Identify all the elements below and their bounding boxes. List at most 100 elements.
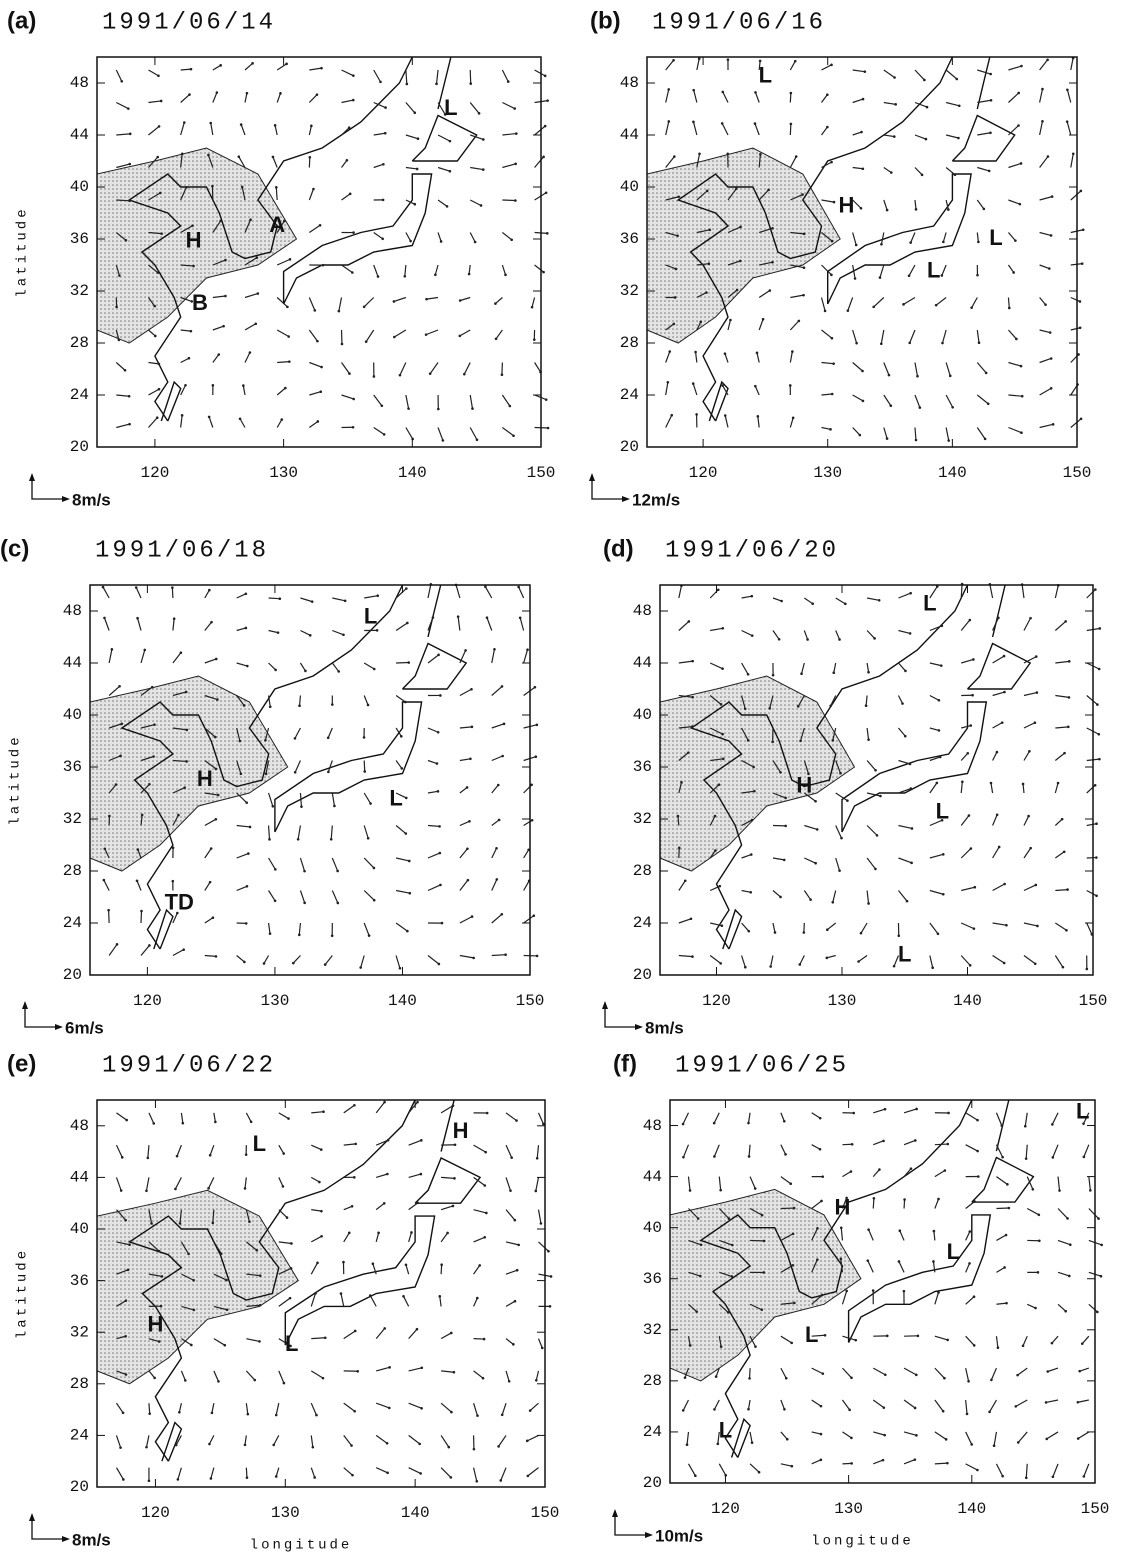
wind-vector-head bbox=[982, 207, 986, 211]
wind-vector-head bbox=[913, 1458, 917, 1461]
wind-vector-head bbox=[721, 627, 725, 630]
wind-vector-head bbox=[115, 305, 118, 309]
pressure-center-label: L bbox=[898, 941, 911, 966]
wind-vector-head bbox=[1064, 620, 1067, 623]
wind-vector-head bbox=[211, 916, 215, 920]
wind-vector bbox=[1017, 1367, 1028, 1376]
y-tick-label: 40 bbox=[620, 178, 639, 196]
wind-vector bbox=[914, 427, 917, 441]
y-tick-label: 28 bbox=[63, 862, 82, 880]
wind-vector bbox=[992, 883, 1005, 892]
wind-vector-head bbox=[1018, 202, 1022, 206]
wind-vector bbox=[210, 1467, 215, 1479]
coastline bbox=[153, 908, 174, 950]
wind-vector-head bbox=[217, 1380, 220, 1383]
wind-vector-head bbox=[518, 616, 522, 620]
wind-vector bbox=[310, 1262, 319, 1275]
wind-vector-head bbox=[296, 838, 300, 841]
wind-vector bbox=[1066, 89, 1072, 103]
wind-vector-head bbox=[920, 173, 924, 177]
wind-vector-head bbox=[178, 1410, 181, 1414]
wind-vector bbox=[992, 691, 1005, 697]
wind-vector-head bbox=[110, 648, 114, 651]
wind-vector-head bbox=[356, 1369, 360, 1373]
wind-vector-head bbox=[145, 1189, 148, 1193]
wind-vector-head bbox=[685, 1443, 689, 1447]
wind-vector-head bbox=[973, 1200, 976, 1203]
x-tick-label: 120 bbox=[141, 1504, 170, 1522]
wind-vector bbox=[935, 297, 947, 306]
wind-vector-head bbox=[424, 333, 428, 336]
wind-vector bbox=[934, 1198, 940, 1209]
wind-vector bbox=[212, 325, 224, 331]
wind-vector-head bbox=[119, 1446, 122, 1449]
wind-vector bbox=[852, 232, 857, 246]
wind-vector bbox=[945, 394, 954, 408]
y-tick-label: 48 bbox=[70, 74, 89, 92]
wind-vector-head bbox=[124, 1299, 128, 1302]
wind-vector-head bbox=[477, 112, 481, 115]
wind-vector-head bbox=[124, 1218, 127, 1222]
x-tick-label: 130 bbox=[828, 992, 857, 1010]
wind-vector-head bbox=[1080, 1342, 1084, 1345]
wind-vector-head bbox=[688, 1344, 692, 1347]
wind-vector-head bbox=[310, 124, 313, 128]
wind-vector bbox=[883, 167, 892, 174]
wind-vector bbox=[491, 649, 496, 664]
wind-vector bbox=[898, 592, 911, 599]
wind-vector bbox=[172, 727, 187, 731]
wind-vector-head bbox=[530, 783, 533, 787]
wind-vector-head bbox=[286, 305, 289, 309]
wind-vector bbox=[145, 1435, 150, 1448]
wind-vector bbox=[934, 1335, 948, 1341]
wind-vector-head bbox=[694, 350, 697, 354]
y-tick-label: 32 bbox=[70, 282, 89, 300]
wind-vector bbox=[441, 1370, 454, 1373]
wind-vector bbox=[267, 695, 271, 707]
wind-vector-head bbox=[128, 199, 131, 203]
wind-vector bbox=[996, 1266, 1005, 1273]
wind-vector-head bbox=[666, 380, 670, 384]
wind-vector bbox=[537, 1112, 544, 1125]
wind-vector bbox=[883, 134, 895, 138]
wind-vector bbox=[310, 1435, 314, 1448]
wind-vector bbox=[713, 1144, 720, 1157]
wind-vector bbox=[239, 418, 246, 428]
wind-vector-head bbox=[1020, 394, 1024, 398]
wind-vector bbox=[343, 1205, 353, 1211]
wind-vector-head bbox=[1085, 967, 1089, 971]
wind-vector bbox=[178, 1403, 182, 1413]
wind-vector-head bbox=[476, 1414, 479, 1417]
wind-vector-head bbox=[944, 1438, 948, 1441]
y-tick-label: 24 bbox=[643, 1423, 662, 1441]
wind-vector bbox=[883, 394, 892, 407]
wind-vector-head bbox=[1098, 627, 1102, 630]
wind-vector-head bbox=[313, 1476, 317, 1479]
wind-vector bbox=[439, 1296, 442, 1307]
wind-vector bbox=[172, 912, 178, 924]
wind-vector bbox=[992, 722, 1003, 729]
wind-vector bbox=[103, 617, 110, 631]
wind-vector-head bbox=[1003, 882, 1006, 886]
wind-vector bbox=[373, 394, 383, 407]
coastline bbox=[708, 380, 729, 422]
wind-vector-head bbox=[449, 1331, 453, 1335]
wind-vector-head bbox=[716, 588, 720, 592]
wind-vector-head bbox=[871, 1289, 875, 1292]
wind-vector-head bbox=[213, 735, 217, 739]
wind-vector bbox=[1052, 1144, 1059, 1158]
wind-vector-head bbox=[694, 1474, 697, 1477]
wind-vector bbox=[408, 1173, 422, 1178]
wind-vector-head bbox=[377, 1231, 380, 1235]
wind-vector-head bbox=[187, 356, 191, 360]
wind-vector-head bbox=[156, 155, 160, 159]
wind-vector-head bbox=[783, 1407, 786, 1411]
wind-vector bbox=[965, 1399, 968, 1414]
wind-vector-head bbox=[160, 232, 163, 235]
wind-vector-head bbox=[148, 944, 151, 947]
wind-vector-head bbox=[1065, 928, 1068, 932]
wind-vector bbox=[115, 232, 127, 241]
wind-vector-head bbox=[214, 955, 218, 958]
wind-vector-head bbox=[882, 1406, 886, 1409]
